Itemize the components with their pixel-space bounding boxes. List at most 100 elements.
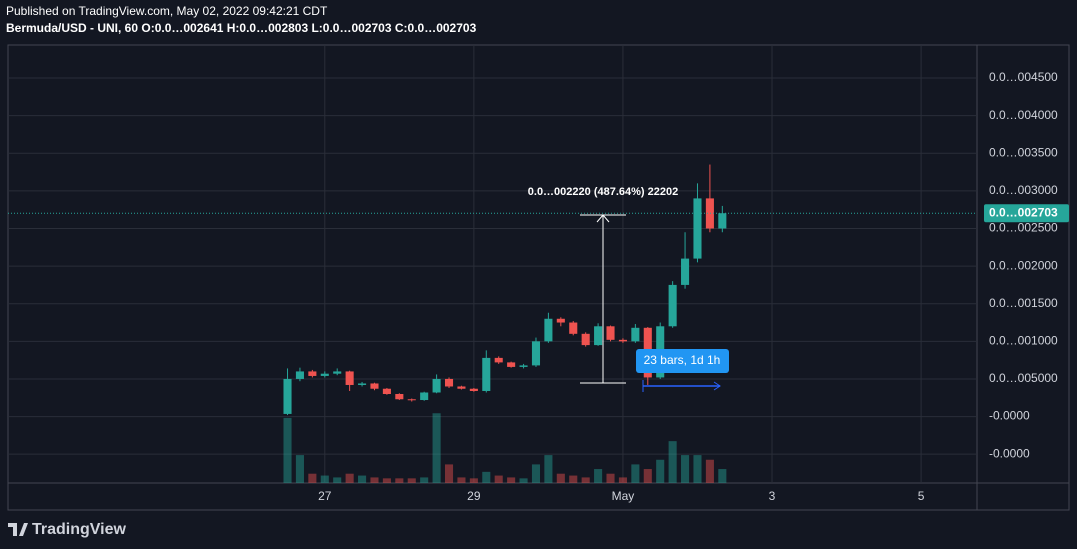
candle-body <box>718 213 727 229</box>
candle-body <box>494 357 503 363</box>
candle-body <box>482 357 491 391</box>
volume-bar <box>333 477 342 483</box>
volume-bar <box>420 477 429 483</box>
volume-bar <box>693 455 702 483</box>
measure-label: 0.0…002220 (487.64%) 22202 <box>528 186 678 198</box>
candle-body <box>295 371 304 379</box>
volume-bar <box>531 464 541 483</box>
last-price-label: 0.0…002703 <box>989 205 1058 219</box>
volume-bar <box>656 459 665 483</box>
candle-body <box>581 333 590 346</box>
candle-body <box>320 373 329 376</box>
y-tick-label: -0.0000 <box>989 409 1030 423</box>
volume-bar <box>606 473 615 483</box>
volume <box>283 413 727 483</box>
y-tick-label: -0.0000 <box>989 446 1030 460</box>
candle-body <box>681 258 690 285</box>
volume-bar <box>681 455 690 483</box>
volume-bar <box>295 455 304 483</box>
candle-body <box>333 371 342 374</box>
volume-bar <box>432 413 441 483</box>
candle-body <box>457 386 466 389</box>
volume-bar <box>594 469 603 483</box>
candle-body <box>358 383 367 385</box>
grid <box>8 45 977 483</box>
volume-bar <box>631 464 640 483</box>
candle-body <box>469 388 478 391</box>
candle-body <box>618 339 627 342</box>
volume-bar <box>544 455 553 483</box>
logo: TradingView <box>8 521 127 538</box>
volume-bar <box>407 478 416 483</box>
candle-body <box>407 399 416 401</box>
logo-mark <box>8 523 28 536</box>
candle-body <box>345 371 354 385</box>
range-box <box>636 349 729 373</box>
y-tick-label: 0.0…003500 <box>989 145 1058 159</box>
candle-body <box>668 284 677 327</box>
candle-body <box>432 378 441 393</box>
volume-bar <box>345 473 354 483</box>
candle-body <box>507 362 516 367</box>
x-tick-label: May <box>612 489 635 503</box>
x-tick-label: 27 <box>318 489 332 503</box>
volume-bar <box>494 475 503 483</box>
volume-bar <box>556 473 565 483</box>
y-tick-label: 0.0…005000 <box>989 371 1058 385</box>
volume-bar <box>308 473 317 483</box>
candle-body <box>631 327 640 342</box>
overlay: 0.0…002220 (487.64%) 22202 23 bars, 1d 1… <box>528 186 729 392</box>
y-tick-label: 0.0…001000 <box>989 334 1058 348</box>
candle-body <box>693 198 702 259</box>
volume-bar <box>507 477 516 483</box>
volume-bar <box>382 478 391 483</box>
x-tick-label: 29 <box>467 489 481 503</box>
volume-bar <box>668 441 677 483</box>
published-line: Published on TradingView.com, May 02, 20… <box>6 4 328 18</box>
candle-body <box>519 365 528 367</box>
volume-bar <box>705 459 714 483</box>
candle-body <box>556 318 565 323</box>
y-tick-label: 0.0…002500 <box>989 221 1058 235</box>
volume-bar <box>283 417 292 483</box>
range-arrow <box>713 381 721 391</box>
volume-bar <box>482 471 491 483</box>
volume-bar <box>643 469 652 483</box>
volume-bar <box>457 477 466 483</box>
candle-body <box>544 318 553 342</box>
brand: TradingView <box>32 521 127 538</box>
volume-bar <box>444 464 454 483</box>
volume-bar <box>519 478 528 483</box>
volume-bar <box>320 475 329 483</box>
candle-body <box>283 378 292 414</box>
x-tick-label: 3 <box>769 489 776 503</box>
candle-body <box>606 326 615 340</box>
volume-bar <box>395 478 404 483</box>
candle-body <box>308 371 317 376</box>
y-tick-label: 0.0…003000 <box>989 183 1058 197</box>
candle-body <box>705 198 714 229</box>
volume-bar <box>569 475 578 483</box>
y-tick-label: 0.0…002000 <box>989 258 1058 272</box>
candle-body <box>444 378 454 387</box>
measure-arrow <box>596 214 610 223</box>
y-tick-label: 0.0…004000 <box>989 108 1058 122</box>
volume-bar <box>618 477 627 483</box>
candle-body <box>594 326 603 346</box>
range-label: 23 bars, 1d 1h <box>644 353 721 367</box>
symbol-line: Bermuda/USD - UNI, 60 O:0.0…002641 H:0.0… <box>6 21 477 35</box>
candle-body <box>370 383 379 389</box>
candle-body <box>395 394 404 400</box>
candle-body <box>531 341 541 366</box>
volume-bar <box>581 477 590 483</box>
volume-bar <box>469 478 478 483</box>
frame <box>7 44 1070 511</box>
volume-bar <box>370 477 379 483</box>
y-tick-label: 0.0…001500 <box>989 296 1058 310</box>
last-price-box <box>984 204 1069 223</box>
candle-body <box>420 392 429 401</box>
x-tick-label: 5 <box>918 489 925 503</box>
